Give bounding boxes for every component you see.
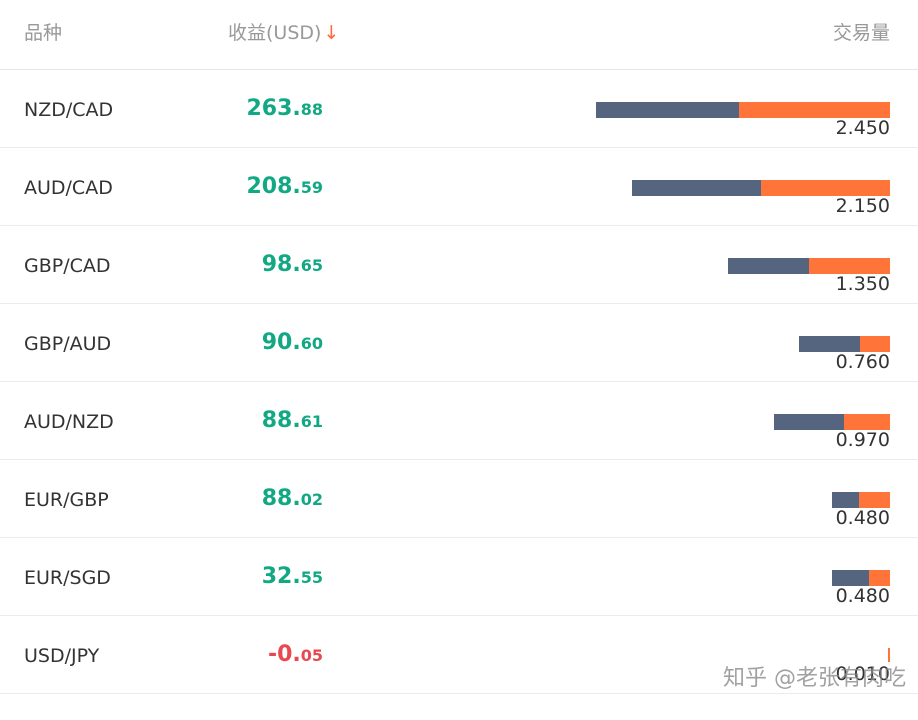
table-row[interactable]: GBP/CAD 98.65 1.350 xyxy=(0,226,918,304)
profit-cell: 88.02 xyxy=(262,485,323,514)
volume-value: 0.010 xyxy=(835,663,890,685)
volume-bar xyxy=(888,648,890,662)
volume-value: 0.760 xyxy=(835,351,890,373)
watermark: 知乎 @老张有肉吃 xyxy=(723,666,906,691)
volume-value: 2.450 xyxy=(835,117,890,139)
volume-bar-segment-primary xyxy=(596,102,739,118)
volume-value: 2.150 xyxy=(835,195,890,217)
profit-integer: 263. xyxy=(246,96,301,121)
table-row[interactable]: AUD/NZD 88.61 0.970 xyxy=(0,382,918,460)
volume-bar xyxy=(832,492,890,508)
profit-cell: -0.05 xyxy=(268,641,323,670)
volume-bar-segment-secondary xyxy=(860,336,890,352)
volume-bar-segment-secondary xyxy=(869,570,890,586)
profit-integer: 90. xyxy=(261,330,301,355)
profit-cell: 263.88 xyxy=(246,95,323,124)
table-header: 品种 收益(USD) ↓ 交易量 xyxy=(0,0,918,70)
volume-bar-segment-secondary xyxy=(809,258,890,274)
profit-integer: 88. xyxy=(261,486,301,511)
volume-value: 1.350 xyxy=(835,273,890,295)
profit-decimal: 61 xyxy=(300,412,323,431)
volume-bar-segment-secondary xyxy=(761,180,890,196)
volume-bar xyxy=(728,258,890,274)
profit-decimal: 60 xyxy=(300,334,323,353)
volume-bar xyxy=(832,570,890,586)
profit-cell: 98.65 xyxy=(262,251,323,280)
volume-bar-segment-secondary xyxy=(844,414,890,430)
symbol-cell: AUD/CAD xyxy=(24,177,113,199)
profit-decimal: 65 xyxy=(300,256,323,275)
profit-integer: -0. xyxy=(267,642,301,667)
volume-bar xyxy=(774,414,890,430)
column-header-volume: 交易量 xyxy=(832,22,890,44)
volume-bar xyxy=(799,336,890,352)
table-row[interactable]: EUR/SGD 32.55 0.480 xyxy=(0,538,918,616)
table-row[interactable]: AUD/CAD 208.59 2.150 xyxy=(0,148,918,226)
table-row[interactable]: NZD/CAD 263.88 2.450 xyxy=(0,70,918,148)
profit-integer: 208. xyxy=(246,174,301,199)
symbol-cell: NZD/CAD xyxy=(24,99,114,121)
profit-decimal: 05 xyxy=(300,646,323,665)
volume-bar-segment-secondary xyxy=(859,492,890,508)
profit-decimal: 02 xyxy=(300,490,323,509)
volume-bar xyxy=(596,102,890,118)
volume-bar-segment-primary xyxy=(774,414,844,430)
profit-decimal: 88 xyxy=(300,100,323,119)
volume-value: 0.480 xyxy=(835,507,890,529)
profit-integer: 88. xyxy=(261,408,301,433)
volume-bar-segment-primary xyxy=(832,492,859,508)
profit-integer: 98. xyxy=(261,252,301,277)
volume-bar-segment-primary xyxy=(728,258,809,274)
column-header-symbol: 品种 xyxy=(24,22,63,44)
symbol-cell: USD/JPY xyxy=(24,645,100,667)
table-row[interactable]: USD/JPY -0.05 0.010 xyxy=(0,616,918,694)
profit-integer: 32. xyxy=(261,564,301,589)
table-row[interactable]: EUR/GBP 88.02 0.480 xyxy=(0,460,918,538)
profit-cell: 208.59 xyxy=(246,173,323,202)
profit-cell: 90.60 xyxy=(262,329,323,358)
volume-bar xyxy=(632,180,890,196)
volume-value: 0.480 xyxy=(835,585,890,607)
sort-descending-icon[interactable]: ↓ xyxy=(323,22,340,44)
symbol-cell: GBP/AUD xyxy=(24,333,112,355)
volume-bar-segment-primary xyxy=(632,180,761,196)
volume-bar-segment-secondary xyxy=(739,102,890,118)
symbol-cell: GBP/CAD xyxy=(24,255,111,277)
profit-cell: 88.61 xyxy=(262,407,323,436)
profit-cell: 32.55 xyxy=(262,563,323,592)
profit-header-label: 收益(USD) xyxy=(228,22,322,44)
volume-value: 0.970 xyxy=(835,429,890,451)
profit-decimal: 55 xyxy=(300,568,323,587)
volume-bar-segment-primary xyxy=(799,336,860,352)
volume-bar-segment-secondary xyxy=(888,648,890,662)
symbol-cell: EUR/GBP xyxy=(24,489,109,511)
volume-bar-segment-primary xyxy=(832,570,869,586)
symbol-cell: AUD/NZD xyxy=(24,411,114,433)
symbol-cell: EUR/SGD xyxy=(24,567,111,589)
column-header-profit[interactable]: 收益(USD) ↓ xyxy=(228,20,339,46)
table-row[interactable]: GBP/AUD 90.60 0.760 xyxy=(0,304,918,382)
profit-decimal: 59 xyxy=(300,178,323,197)
